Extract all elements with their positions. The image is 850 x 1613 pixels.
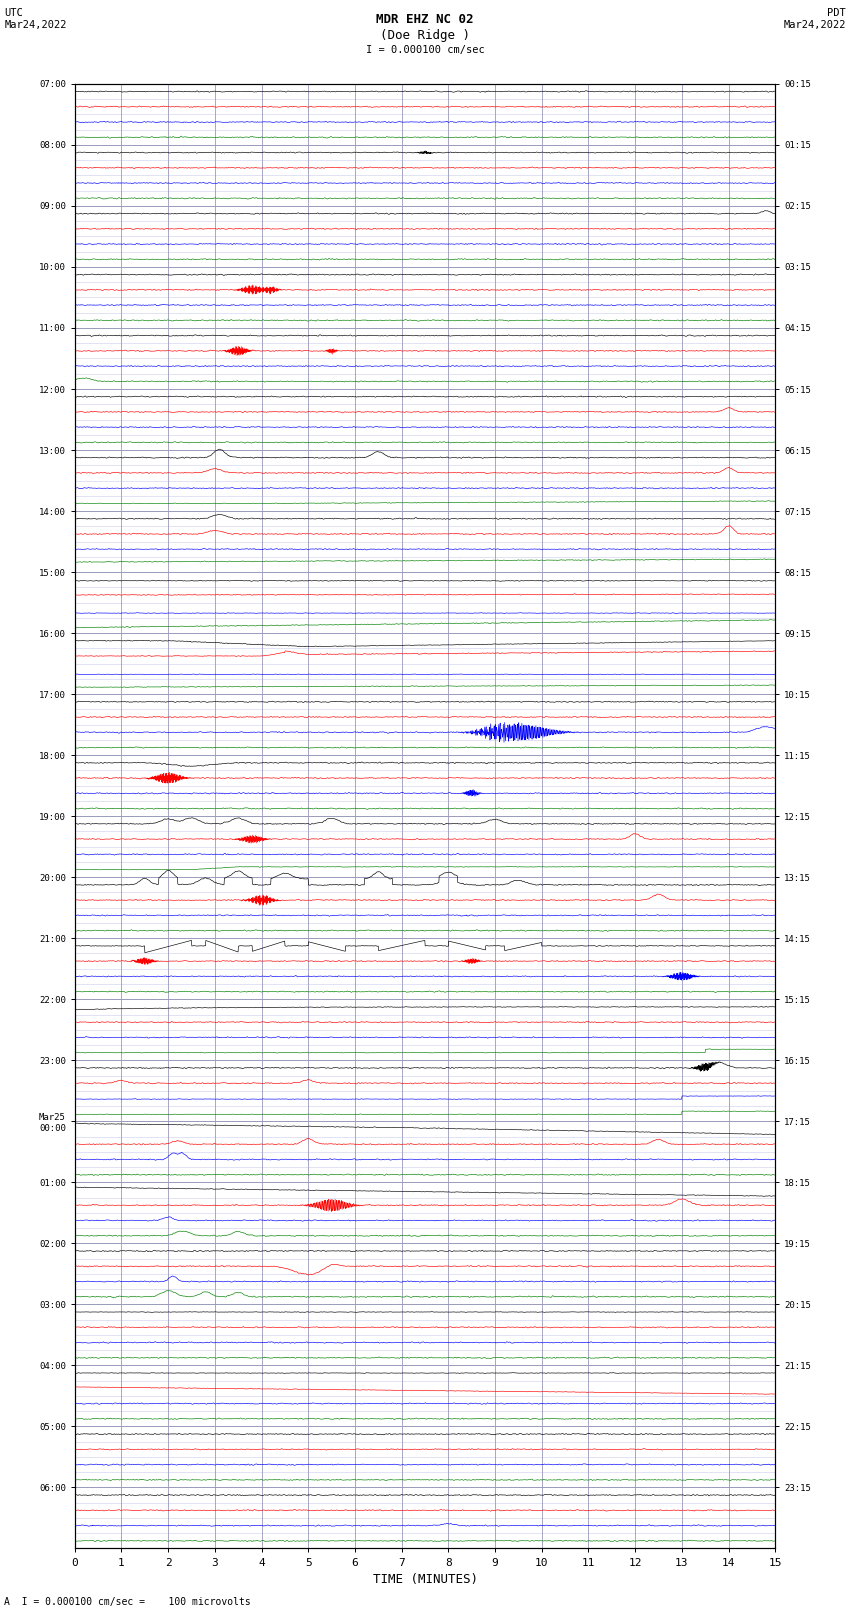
Text: I = 0.000100 cm/sec: I = 0.000100 cm/sec (366, 45, 484, 55)
Text: (Doe Ridge ): (Doe Ridge ) (380, 29, 470, 42)
Text: PDT
Mar24,2022: PDT Mar24,2022 (783, 8, 846, 29)
Text: UTC
Mar24,2022: UTC Mar24,2022 (4, 8, 67, 29)
X-axis label: TIME (MINUTES): TIME (MINUTES) (372, 1573, 478, 1586)
Text: A  I = 0.000100 cm/sec =    100 microvolts: A I = 0.000100 cm/sec = 100 microvolts (4, 1597, 251, 1607)
Text: MDR EHZ NC 02: MDR EHZ NC 02 (377, 13, 473, 26)
